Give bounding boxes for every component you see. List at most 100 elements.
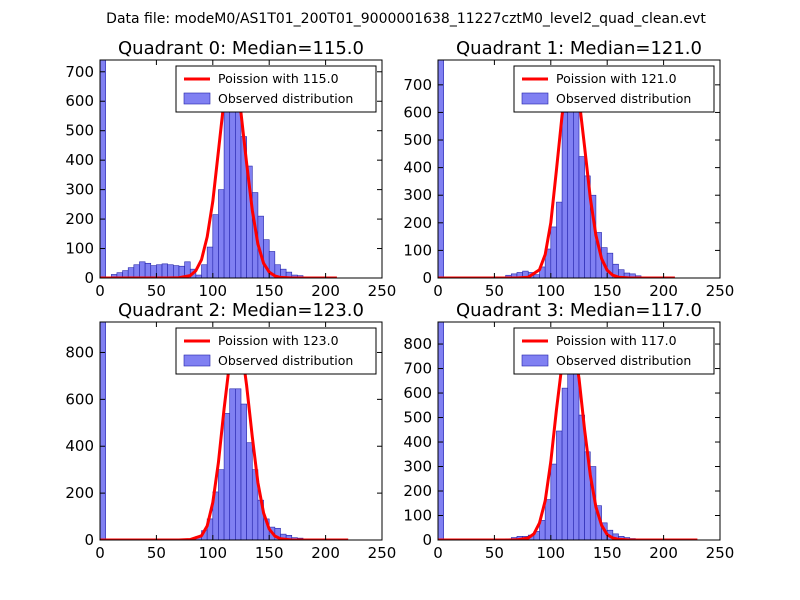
quadrant-2-plot: 0 50 100 150 200 250 0 200 400 600 800 Quadrant 2: … bbox=[65, 300, 396, 562]
poisson-curve bbox=[100, 332, 349, 540]
histogram-bar bbox=[235, 388, 242, 540]
y-tick-label: 600 bbox=[403, 384, 432, 402]
histogram-bar bbox=[561, 387, 569, 540]
quadrant-0-plot: 0 50 100 150 200 250 0 100 200 300 400 500 600 700 Qua… bbox=[65, 38, 396, 300]
y-tick-label: 200 bbox=[403, 482, 432, 500]
x-tick-label: 250 bbox=[368, 544, 397, 562]
axes-frame bbox=[99, 59, 383, 279]
x-tick-label: 250 bbox=[368, 282, 397, 300]
y-tick-label: 600 bbox=[65, 92, 94, 110]
subplot-title: Quadrant 3: Median=117.0 bbox=[456, 300, 702, 321]
subplot-title: Quadrant 2: Median=123.0 bbox=[118, 300, 364, 321]
poisson-curve bbox=[438, 337, 698, 540]
histogram-bar bbox=[201, 264, 208, 278]
x-tick-label: 200 bbox=[311, 282, 340, 300]
histogram-bar bbox=[167, 264, 174, 278]
x-tick-label: 50 bbox=[485, 544, 504, 562]
x-tick-label: 100 bbox=[198, 544, 227, 562]
x-tick-label: 250 bbox=[706, 544, 735, 562]
histogram-bar bbox=[206, 246, 214, 278]
histogram-bar bbox=[139, 261, 146, 278]
x-tick-label: 200 bbox=[311, 544, 340, 562]
legend-box bbox=[513, 65, 715, 113]
legend-bar-swatch bbox=[183, 354, 211, 367]
y-tick-label: 400 bbox=[65, 437, 94, 455]
y-tick-label: 700 bbox=[403, 76, 432, 94]
histogram-bar bbox=[156, 264, 163, 278]
y-tick-label: 0 bbox=[422, 531, 432, 549]
x-tick-label: 100 bbox=[198, 282, 227, 300]
y-tick-label: 200 bbox=[403, 214, 432, 232]
legend-line-label: Poission with 117.0 bbox=[556, 333, 677, 348]
histogram-bar bbox=[550, 226, 557, 278]
y-tick-label: 200 bbox=[65, 210, 94, 228]
legend-bar-label: Observed distribution bbox=[218, 91, 353, 106]
y-tick-label: 0 bbox=[84, 531, 94, 549]
y-tick-label: 400 bbox=[403, 433, 432, 451]
legend-box bbox=[513, 327, 715, 375]
y-tick-label: 800 bbox=[65, 343, 94, 361]
y-tick-label: 200 bbox=[65, 484, 94, 502]
y-tick-label: 400 bbox=[65, 151, 94, 169]
x-tick-label: 150 bbox=[255, 282, 284, 300]
legend-bar-swatch bbox=[521, 354, 549, 367]
histogram-bar bbox=[573, 358, 580, 540]
histogram-bar bbox=[561, 112, 569, 278]
histogram-bar bbox=[133, 264, 140, 278]
histogram-bar bbox=[550, 463, 557, 540]
y-tick-label: 0 bbox=[84, 269, 94, 287]
y-tick-label: 400 bbox=[403, 159, 432, 177]
y-tick-label: 100 bbox=[403, 241, 432, 259]
histogram-bar bbox=[161, 263, 168, 278]
x-tick-label: 150 bbox=[593, 544, 622, 562]
y-tick-label: 300 bbox=[403, 458, 432, 476]
legend-bar-label: Observed distribution bbox=[218, 353, 353, 368]
x-tick-label: 50 bbox=[147, 282, 166, 300]
x-tick-label: 0 bbox=[433, 282, 443, 300]
histogram-bar bbox=[173, 265, 180, 278]
histogram-bar bbox=[556, 430, 563, 540]
histogram-bar bbox=[438, 322, 444, 540]
legend-bar-label: Observed distribution bbox=[556, 353, 691, 368]
histogram-bar bbox=[567, 358, 574, 540]
legend-bar-swatch bbox=[521, 92, 549, 105]
histogram-bar bbox=[150, 265, 157, 278]
subplot-title: Quadrant 0: Median=115.0 bbox=[118, 38, 364, 59]
y-tick-label: 600 bbox=[65, 390, 94, 408]
histogram-bar bbox=[556, 201, 563, 278]
poisson-curve bbox=[438, 70, 675, 278]
y-tick-label: 500 bbox=[403, 409, 432, 427]
x-tick-label: 250 bbox=[706, 282, 735, 300]
y-tick-label: 500 bbox=[65, 122, 94, 140]
x-tick-label: 150 bbox=[593, 282, 622, 300]
poisson-curve bbox=[100, 67, 337, 278]
histogram-bar bbox=[212, 214, 219, 278]
x-tick-label: 50 bbox=[485, 282, 504, 300]
y-tick-label: 500 bbox=[403, 131, 432, 149]
histogram-bar bbox=[544, 499, 552, 540]
histogram-bar bbox=[229, 388, 236, 540]
histogram-bar bbox=[438, 60, 444, 278]
quadrant-3-plot: 0 50 100 150 200 250 0 100 200 300 400 500 600 700 800… bbox=[403, 300, 734, 562]
histogram-bar bbox=[100, 60, 106, 278]
legend: Poission with 121.0 Observed distribution bbox=[513, 65, 715, 113]
legend-box bbox=[175, 327, 377, 375]
x-tick-label: 200 bbox=[649, 282, 678, 300]
y-tick-label: 300 bbox=[403, 186, 432, 204]
x-tick-label: 0 bbox=[95, 544, 105, 562]
y-tick-label: 700 bbox=[403, 360, 432, 378]
legend: Poission with 117.0 Observed distribution bbox=[513, 327, 715, 375]
legend-line-label: Poission with 123.0 bbox=[218, 333, 339, 348]
legend: Poission with 115.0 Observed distribution bbox=[175, 65, 377, 113]
histogram-bar bbox=[127, 267, 135, 278]
histogram-bar bbox=[223, 103, 231, 278]
y-tick-label: 300 bbox=[65, 181, 94, 199]
y-tick-label: 100 bbox=[65, 240, 94, 258]
histogram-bar bbox=[218, 469, 225, 540]
axes-frame bbox=[437, 321, 721, 541]
x-tick-label: 200 bbox=[649, 544, 678, 562]
subplot-title: Quadrant 1: Median=121.0 bbox=[456, 38, 702, 59]
y-tick-label: 0 bbox=[422, 269, 432, 287]
y-tick-label: 600 bbox=[403, 103, 432, 121]
